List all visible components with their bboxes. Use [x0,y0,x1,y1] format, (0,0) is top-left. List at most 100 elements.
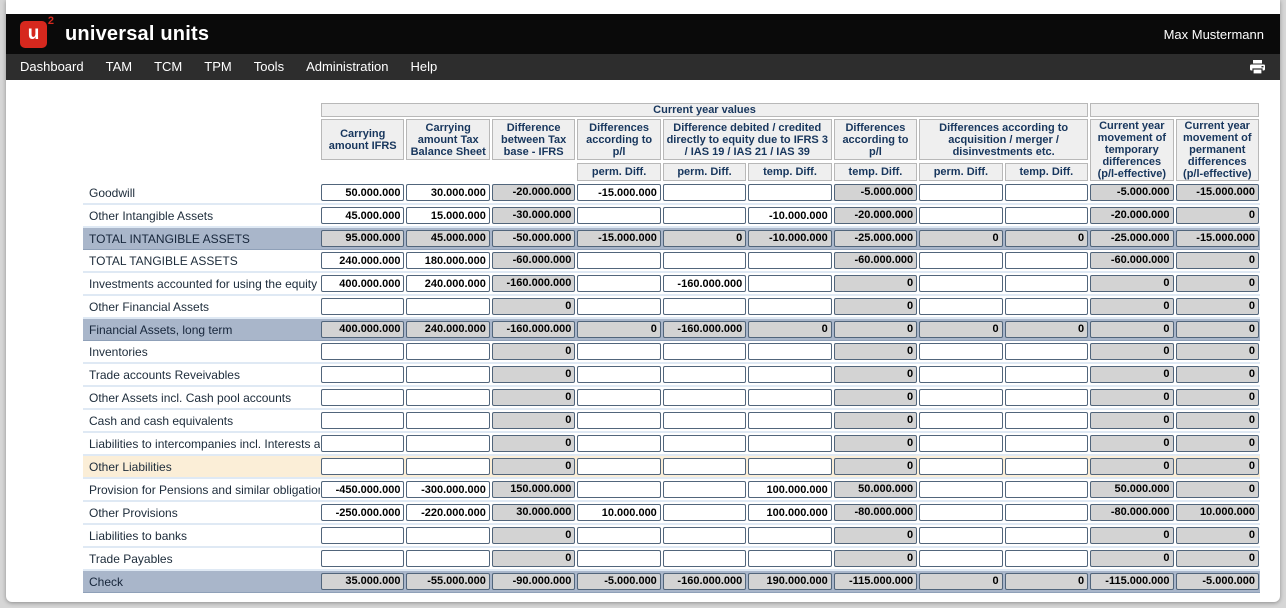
cell-input[interactable] [321,298,405,315]
cell-input[interactable] [1004,366,1089,383]
cell-input[interactable] [919,366,1003,383]
cell-input[interactable] [406,550,490,567]
cell-input[interactable] [662,527,747,544]
cell-input[interactable] [662,366,747,383]
cell-input[interactable] [577,435,661,452]
cell-input[interactable] [321,343,405,360]
cell-input[interactable] [1004,298,1089,315]
cell-input[interactable] [662,389,747,406]
cell-input[interactable] [577,527,661,544]
cell-input[interactable] [406,504,490,521]
cell-input[interactable] [406,298,490,315]
cell-input[interactable] [577,366,661,383]
cell-input[interactable] [919,275,1003,292]
cell-input[interactable] [748,412,832,429]
nav-item-dashboard[interactable]: Dashboard [20,59,84,74]
cell-input[interactable] [919,389,1003,406]
cell-input[interactable] [321,550,405,567]
cell-input[interactable] [748,504,832,521]
cell-input[interactable] [577,458,661,475]
cell-input[interactable] [662,550,747,567]
cell-input[interactable] [1004,252,1089,269]
cell-input[interactable] [748,207,832,224]
cell-input[interactable] [321,207,405,224]
cell-input[interactable] [919,184,1003,201]
cell-input[interactable] [577,252,661,269]
cell-input[interactable] [662,458,747,475]
cell-input[interactable] [321,184,405,201]
cell-input[interactable] [1004,527,1089,544]
cell-input[interactable] [406,343,490,360]
cell-input[interactable] [321,527,405,544]
cell-input[interactable] [919,343,1003,360]
cell-input[interactable] [662,298,747,315]
cell-input[interactable] [577,550,661,567]
cell-input[interactable] [748,435,832,452]
cell-input[interactable] [1004,412,1089,429]
cell-input[interactable] [321,435,405,452]
cell-input[interactable] [1004,435,1089,452]
cell-input[interactable] [662,504,747,521]
cell-input[interactable] [1004,207,1089,224]
cell-input[interactable] [748,389,832,406]
cell-input[interactable] [662,275,747,292]
cell-input[interactable] [321,389,405,406]
nav-item-tam[interactable]: TAM [105,59,133,74]
cell-input[interactable] [321,412,405,429]
cell-input[interactable] [919,412,1003,429]
cell-input[interactable] [919,458,1003,475]
cell-input[interactable] [748,343,832,360]
cell-input[interactable] [748,550,832,567]
cell-input[interactable] [748,481,832,498]
cell-input[interactable] [321,275,405,292]
cell-input[interactable] [919,504,1003,521]
cell-input[interactable] [577,275,661,292]
cell-input[interactable] [748,184,832,201]
cell-input[interactable] [919,207,1003,224]
cell-input[interactable] [748,366,832,383]
cell-input[interactable] [321,366,405,383]
cell-input[interactable] [1004,343,1089,360]
cell-input[interactable] [1004,504,1089,521]
cell-input[interactable] [577,389,661,406]
cell-input[interactable] [406,252,490,269]
cell-input[interactable] [919,252,1003,269]
cell-input[interactable] [919,481,1003,498]
cell-input[interactable] [919,527,1003,544]
cell-input[interactable] [1004,458,1089,475]
cell-input[interactable] [321,504,405,521]
cell-input[interactable] [748,298,832,315]
cell-input[interactable] [662,252,747,269]
cell-input[interactable] [919,435,1003,452]
cell-input[interactable] [1004,184,1089,201]
cell-input[interactable] [406,481,490,498]
nav-item-administration[interactable]: Administration [306,59,389,74]
cell-input[interactable] [406,412,490,429]
cell-input[interactable] [919,298,1003,315]
cell-input[interactable] [748,275,832,292]
cell-input[interactable] [662,343,747,360]
cell-input[interactable] [748,458,832,475]
cell-input[interactable] [406,184,490,201]
cell-input[interactable] [577,504,661,521]
cell-input[interactable] [748,527,832,544]
cell-input[interactable] [577,343,661,360]
cell-input[interactable] [577,207,661,224]
cell-input[interactable] [406,527,490,544]
cell-input[interactable] [577,184,661,201]
cell-input[interactable] [662,481,747,498]
cell-input[interactable] [406,389,490,406]
nav-item-tools[interactable]: Tools [253,59,285,74]
nav-item-tpm[interactable]: TPM [204,59,232,74]
cell-input[interactable] [577,412,661,429]
nav-item-help[interactable]: Help [410,59,438,74]
cell-input[interactable] [406,458,490,475]
cell-input[interactable] [406,366,490,383]
cell-input[interactable] [748,252,832,269]
cell-input[interactable] [1004,481,1089,498]
cell-input[interactable] [321,458,405,475]
cell-input[interactable] [1004,550,1089,567]
cell-input[interactable] [662,184,747,201]
cell-input[interactable] [662,207,747,224]
print-button[interactable] [1249,59,1266,75]
